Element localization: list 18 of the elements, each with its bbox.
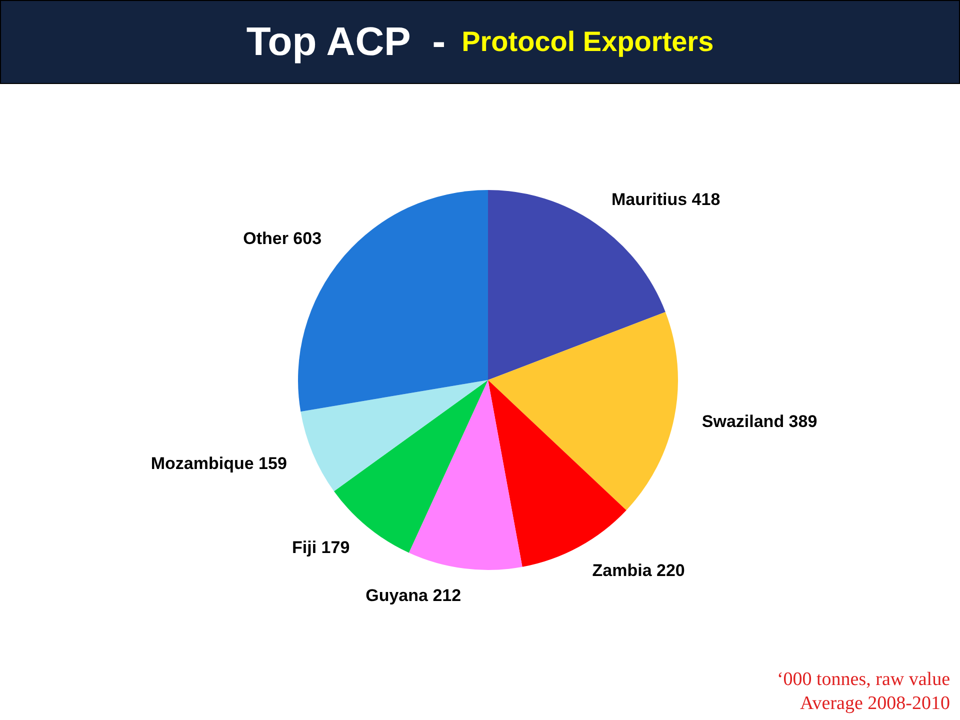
data-label: 159 [258, 454, 287, 473]
data-label: 212 [432, 586, 462, 606]
slice-label: Mozambique [150, 454, 259, 473]
data-label: 418 [692, 190, 720, 210]
slice-label: Guyana [366, 586, 433, 606]
slice-label: Zambia [592, 561, 656, 580]
slice-label: Fiji [292, 538, 322, 558]
chart-subtitle: Protocol Exporters [462, 26, 714, 58]
chart-title: Top ACP - [246, 20, 446, 64]
data-label: 220 [656, 561, 685, 580]
data-label: 389 [788, 412, 818, 431]
data-label: 603 [293, 228, 322, 248]
data-label: 179 [321, 538, 350, 558]
text: ‘000 tonnes, raw value [776, 668, 950, 692]
slice-label: Mauritius [612, 190, 692, 210]
text: Average 2008-2010 [798, 692, 950, 716]
slice-label: Swaziland [702, 412, 789, 431]
slice-label: Other [243, 228, 294, 248]
